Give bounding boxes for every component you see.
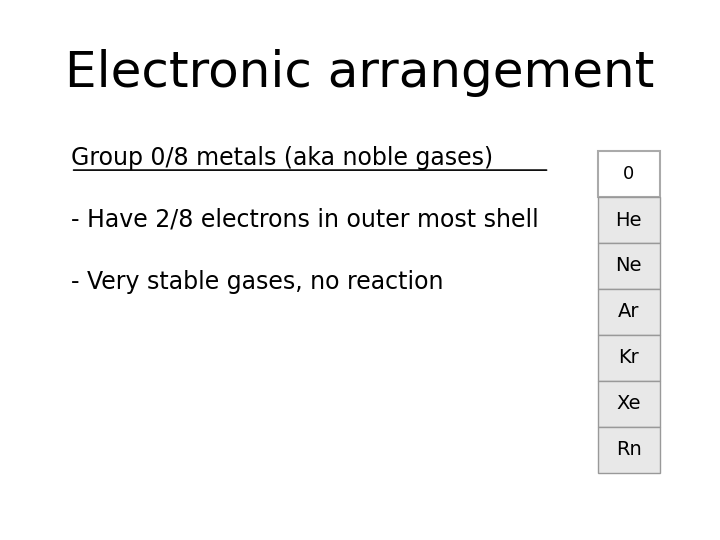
Text: - Have 2/8 electrons in outer most shell: - Have 2/8 electrons in outer most shell <box>71 208 539 232</box>
Bar <box>598 289 660 335</box>
Text: Xe: Xe <box>616 394 641 413</box>
Bar <box>598 427 660 472</box>
Text: He: He <box>616 211 642 229</box>
Text: Rn: Rn <box>616 440 642 459</box>
Text: Ar: Ar <box>618 302 639 321</box>
Bar <box>598 243 660 289</box>
Bar <box>598 335 660 381</box>
Text: Group 0/8 metals (aka noble gases): Group 0/8 metals (aka noble gases) <box>71 146 493 170</box>
Text: Kr: Kr <box>618 348 639 367</box>
Bar <box>598 381 660 427</box>
Text: Ne: Ne <box>616 256 642 275</box>
Text: 0: 0 <box>623 165 634 183</box>
Text: - Very stable gases, no reaction: - Very stable gases, no reaction <box>71 270 444 294</box>
Bar <box>598 151 660 197</box>
Text: Electronic arrangement: Electronic arrangement <box>66 49 654 97</box>
Bar <box>598 197 660 243</box>
